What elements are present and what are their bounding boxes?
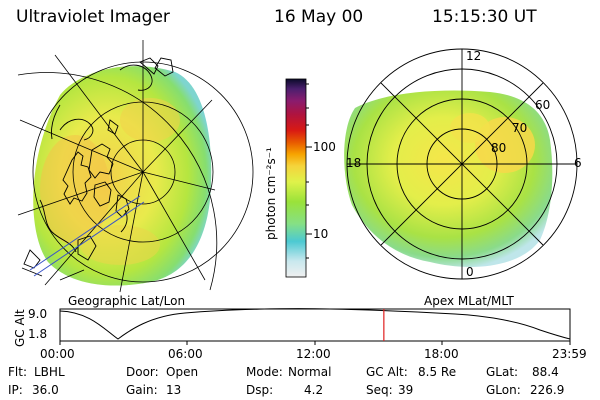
instrument-title: Ultraviolet Imager [16,7,170,27]
mlt-label-0: 0 [466,265,474,279]
altitude-curve [59,308,571,340]
mlat-label-80: 80 [491,141,507,155]
footer-filter-key: Flt: [8,365,27,379]
image-time: 15:15:30 UT [432,7,537,27]
footer-door-key: Door: [126,365,159,379]
geo-grid [17,40,254,293]
apex-grid [346,48,578,280]
altitude-plot-frame [59,308,571,342]
coastlines [21,57,174,281]
footer-dsp-key: Dsp: [246,383,274,397]
colorbar-tick-100: 100 [313,140,336,154]
footer-door-value: Open [166,365,199,379]
time-tick-1200: 12:00 [296,347,331,361]
footer-dsp-value: 4.2 [304,383,324,397]
colorbar [285,78,312,278]
time-tick-0600: 06:00 [168,347,203,361]
mlt-label-12: 12 [466,49,482,63]
footer-glat-value: 88.4 [532,365,559,379]
mlat-label-60: 60 [535,98,551,112]
apex-polar-plot [344,48,578,280]
footer-gain-key: Gain: [126,383,158,397]
mlt-label-18: 18 [346,156,362,170]
footer-glat-key: GLat: [486,365,519,379]
time-tick-2359: 23:59 [552,347,587,361]
footer-gcalt-value: 8.5 Re [418,365,457,379]
apex-auroral-image [344,90,553,267]
altitude-plot [59,308,571,345]
altitude-ylabel: GC Alt [13,309,27,347]
footer-gcalt-key: GC Alt: [366,365,408,379]
apex-panel-label: Apex MLat/MLT [424,294,514,308]
colorbar-tick-10: 10 [313,227,329,241]
altitude-ytick-bottom: 1.8 [28,327,48,341]
mlt-label-6: 6 [574,156,582,170]
footer-filter-value: LBHL [34,365,65,379]
footer-glon-value: 226.9 [530,383,565,397]
footer-ip-value: 36.0 [32,383,59,397]
image-date: 16 May 00 [274,7,364,27]
geo-panel-label: Geographic Lat/Lon [68,294,186,308]
geographic-map [17,40,254,293]
colorbar-unit-label: photon cm⁻²s⁻¹ [264,147,278,240]
footer-mode-key: Mode: [246,365,283,379]
time-tick-0000: 00:00 [40,347,75,361]
footer-gain-value: 13 [166,383,182,397]
mlat-label-70: 70 [512,121,528,135]
altitude-ytick-top: 9.0 [28,307,48,321]
footer-ip-key: IP: [8,383,23,397]
footer-seq-key: Seq: [366,383,393,397]
time-tick-1800: 18:00 [424,347,459,361]
footer-glon-key: GLon: [486,383,521,397]
footer-seq-value: 39 [398,383,414,397]
footer-mode-value: Normal [288,365,332,379]
colorbar-gradient [285,78,307,278]
